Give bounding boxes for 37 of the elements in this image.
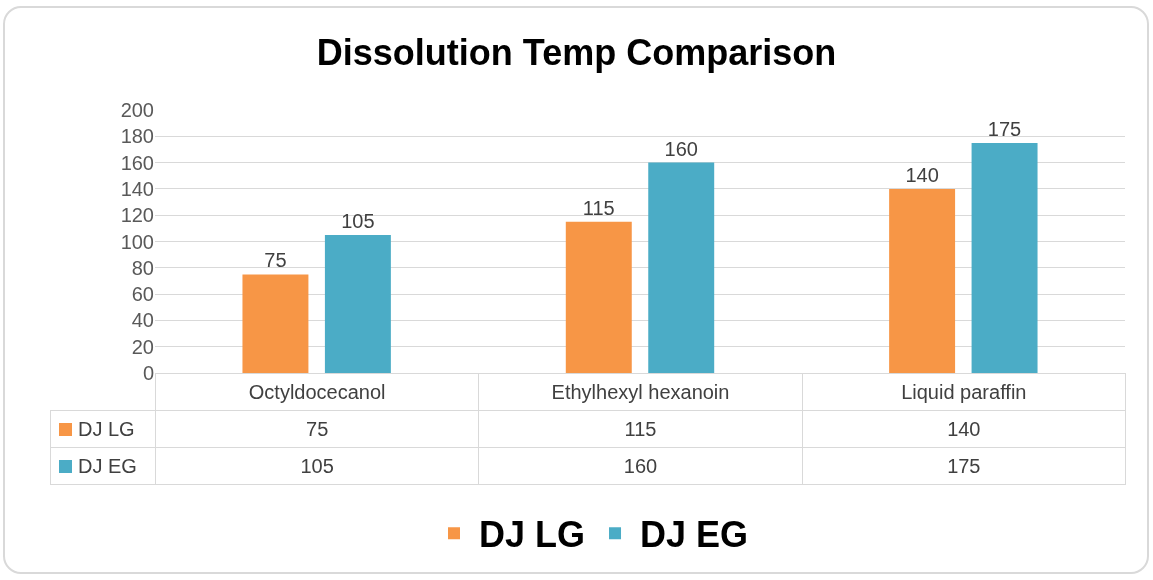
y-tick-label: 180: [120, 125, 154, 148]
y-tick-label: 200: [120, 99, 154, 121]
text: 140: [802, 410, 1126, 448]
data-label: 175: [987, 117, 1022, 140]
text: 175: [802, 447, 1126, 485]
y-tick-label: 20: [131, 335, 154, 358]
bar: [565, 221, 632, 373]
bar: [242, 274, 309, 373]
bar: [324, 234, 391, 373]
data-label: 105: [341, 209, 375, 232]
bar: [889, 188, 956, 373]
y-tick-label: 80: [131, 256, 154, 279]
text: DJ LG: [479, 514, 586, 556]
y-tick-label: 40: [131, 309, 154, 332]
bar: [648, 162, 715, 373]
legend-label: DJ LG: [50, 410, 156, 448]
text: 75: [155, 410, 479, 448]
bar: [971, 142, 1038, 373]
y-tick-label: 100: [120, 230, 154, 253]
y-tick-label: 140: [120, 177, 154, 200]
y-tick-label: 120: [120, 204, 154, 227]
data-label: 140: [905, 163, 939, 186]
legend-label: DJ EG: [640, 514, 749, 556]
chart-title: Dissolution Temp Comparison: [316, 31, 837, 73]
x-tick-label: Liquid paraffin: [802, 373, 1126, 411]
text: 105: [155, 447, 479, 485]
x-tick-label: Ethylhexyl hexanoin: [478, 373, 803, 411]
data-label: 115: [582, 196, 615, 219]
text: 160: [478, 447, 803, 485]
data-label: 160: [664, 137, 698, 160]
y-tick-label: 160: [120, 151, 154, 174]
y-tick-label: 0: [142, 362, 154, 384]
text: 115: [478, 410, 803, 448]
y-tick-label: 60: [131, 283, 154, 306]
text: DJ EG: [78, 454, 137, 477]
x-tick-label: Octyldocecanol: [155, 373, 479, 411]
data-label: 75: [264, 249, 287, 272]
